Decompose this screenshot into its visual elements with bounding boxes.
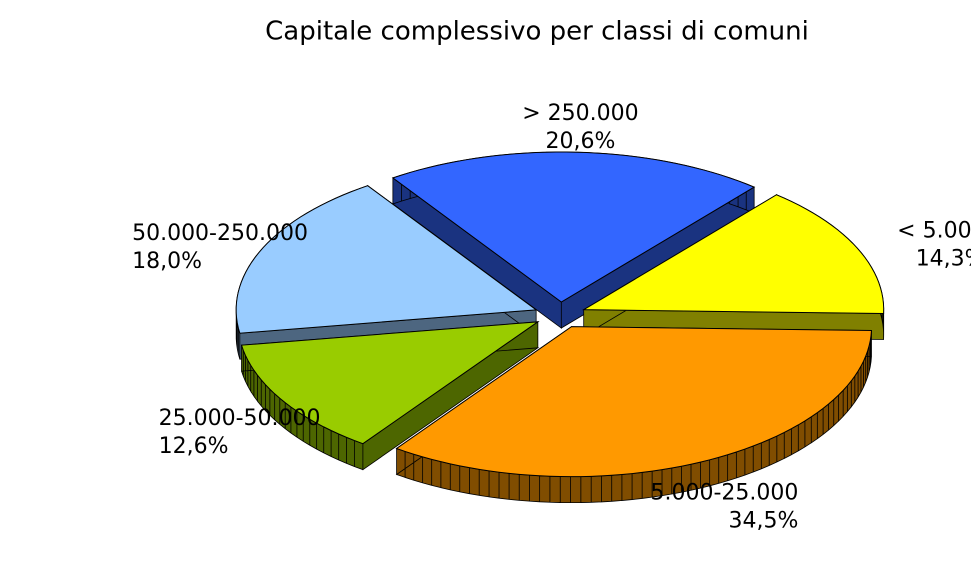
- data-label-value: 34,5%: [729, 509, 799, 534]
- data-label-name: 25.000-50.000: [159, 406, 321, 431]
- data-label-value: 20,6%: [545, 129, 615, 154]
- chart-title: Capitale complessivo per classi di comun…: [265, 17, 809, 47]
- data-label-name: < 5.000: [897, 219, 971, 244]
- slice: [240, 321, 540, 445]
- data-label-value: 12,6%: [159, 434, 229, 459]
- slice: [581, 194, 885, 315]
- slice: [235, 185, 538, 334]
- slice: [395, 326, 873, 478]
- data-label-value: 18,0%: [132, 249, 202, 274]
- data-label-name: 50.000-250.000: [132, 221, 308, 246]
- data-label-name: 5.000-25.000: [651, 481, 799, 506]
- slice: [391, 151, 756, 303]
- data-label-value: 14,3%: [916, 247, 971, 272]
- data-label-name: > 250.000: [522, 101, 638, 126]
